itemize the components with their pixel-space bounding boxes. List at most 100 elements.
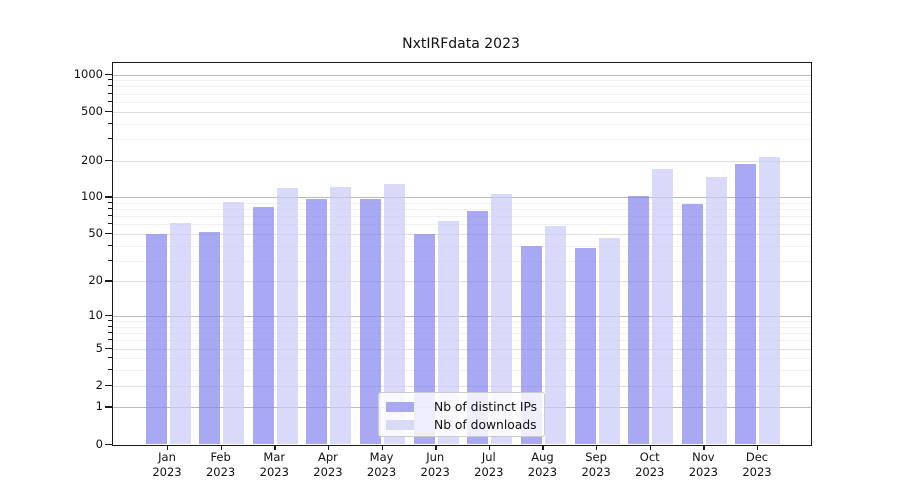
- x-tick: [274, 444, 276, 450]
- legend-item-distinct-ips: Nb of distinct IPs: [386, 398, 537, 416]
- x-label-month: Sep: [585, 449, 607, 464]
- bar-downloads-nov: [705, 176, 727, 445]
- bar-downloads-jun: [437, 220, 459, 445]
- gridline: [113, 385, 811, 387]
- x-tick-label: Nov 2023: [672, 450, 734, 480]
- x-tick: [381, 444, 383, 450]
- gridline-major: [113, 197, 811, 199]
- y-tick: [105, 347, 112, 349]
- gridline-minor: [113, 224, 811, 226]
- bar-downloads-jan: [169, 222, 191, 445]
- chart-title: NxtIRFdata 2023: [402, 36, 520, 52]
- bar-distinct-ips-jun: [413, 233, 435, 445]
- gridline-minor: [113, 86, 811, 88]
- gridline-minor: [113, 101, 811, 103]
- x-label-year: 2023: [152, 464, 182, 479]
- gridline: [113, 160, 811, 162]
- y-tick-label: 5: [95, 340, 103, 355]
- bar-downloads-dec: [759, 156, 781, 445]
- y-tick-minor: [108, 325, 112, 327]
- x-tick-label: Jan 2023: [136, 450, 198, 480]
- gridline-minor: [113, 370, 811, 372]
- x-label-year: 2023: [635, 464, 665, 479]
- gridline-minor: [113, 326, 811, 328]
- legend-item-downloads: Nb of downloads: [386, 416, 537, 434]
- gridline: [113, 233, 811, 235]
- gridline-minor: [113, 358, 811, 360]
- legend: Nb of distinct IPs Nb of downloads: [378, 392, 545, 437]
- gridline-minor: [113, 321, 811, 323]
- y-tick-label: 10: [88, 308, 103, 323]
- y-tick: [105, 280, 112, 282]
- y-tick-minor: [108, 100, 112, 102]
- y-tick-minor: [108, 332, 112, 334]
- gridline-major: [113, 74, 811, 76]
- gridline: [113, 111, 811, 113]
- x-tick: [435, 444, 437, 450]
- x-label-year: 2023: [313, 464, 343, 479]
- y-tick-label: 1000: [73, 66, 103, 81]
- gridline: [113, 348, 811, 350]
- x-tick: [220, 444, 223, 450]
- x-label-month: May: [369, 449, 394, 464]
- x-tick-label: May 2023: [351, 450, 413, 480]
- y-tick-minor: [108, 215, 112, 217]
- y-tick-minor: [108, 223, 112, 225]
- legend-label-downloads: Nb of downloads: [434, 418, 537, 432]
- x-tick: [542, 444, 544, 450]
- x-tick-label: Apr 2023: [297, 450, 359, 480]
- x-label-month: Mar: [263, 449, 286, 464]
- bar-distinct-ips-jul: [467, 210, 489, 445]
- x-tick: [167, 444, 169, 450]
- gridline-minor: [113, 216, 811, 218]
- y-tick-minor: [108, 122, 112, 124]
- bar-distinct-ips-oct: [628, 195, 650, 445]
- x-label-month: Oct: [639, 449, 660, 464]
- gridline-minor: [113, 209, 811, 211]
- y-tick-minor: [108, 369, 112, 371]
- x-tick-label: Jun 2023: [404, 450, 466, 480]
- gridline-minor: [113, 260, 811, 262]
- gridline-minor: [113, 123, 811, 125]
- y-tick: [105, 384, 112, 387]
- y-tick-minor: [108, 320, 112, 322]
- x-label-month: Nov: [692, 449, 715, 464]
- gridline-minor: [113, 80, 811, 82]
- x-label-month: Apr: [317, 449, 338, 464]
- bar-downloads-feb: [223, 202, 245, 445]
- y-tick-minor: [108, 208, 112, 210]
- y-tick-minor: [108, 137, 112, 139]
- legend-swatch-downloads: [386, 420, 414, 430]
- y-tick-label: 20: [88, 273, 103, 288]
- x-tick-label: Feb 2023: [190, 450, 252, 480]
- gridline-minor: [113, 245, 811, 247]
- bar-distinct-ips-jan: [145, 233, 167, 445]
- y-tick-minor: [108, 339, 112, 341]
- gridline-major: [113, 316, 811, 318]
- y-tick-minor: [108, 79, 112, 81]
- x-tick: [596, 444, 598, 450]
- y-tick-label: 50: [88, 225, 103, 240]
- bar-downloads-may: [384, 183, 406, 445]
- gridline-minor: [113, 333, 811, 335]
- x-tick-label: Jul 2023: [458, 450, 520, 480]
- x-label-year: 2023: [474, 464, 504, 479]
- y-tick-minor: [108, 92, 112, 94]
- x-tick: [649, 444, 652, 450]
- x-label-month: Jan: [158, 449, 176, 464]
- y-tick-label: 100: [81, 189, 103, 204]
- x-label-month: Aug: [531, 449, 554, 464]
- x-tick-label: Dec 2023: [726, 450, 788, 480]
- y-tick: [105, 196, 112, 198]
- x-label-year: 2023: [205, 464, 236, 479]
- x-tick: [488, 444, 491, 450]
- gridline-minor: [113, 202, 811, 204]
- y-tick-minor: [108, 259, 112, 261]
- y-tick-label: 200: [81, 152, 103, 167]
- plot-area: [112, 62, 812, 446]
- y-tick-minor: [108, 201, 112, 203]
- x-label-year: 2023: [527, 464, 558, 479]
- y-tick: [105, 406, 112, 408]
- bar-distinct-ips-nov: [681, 203, 703, 445]
